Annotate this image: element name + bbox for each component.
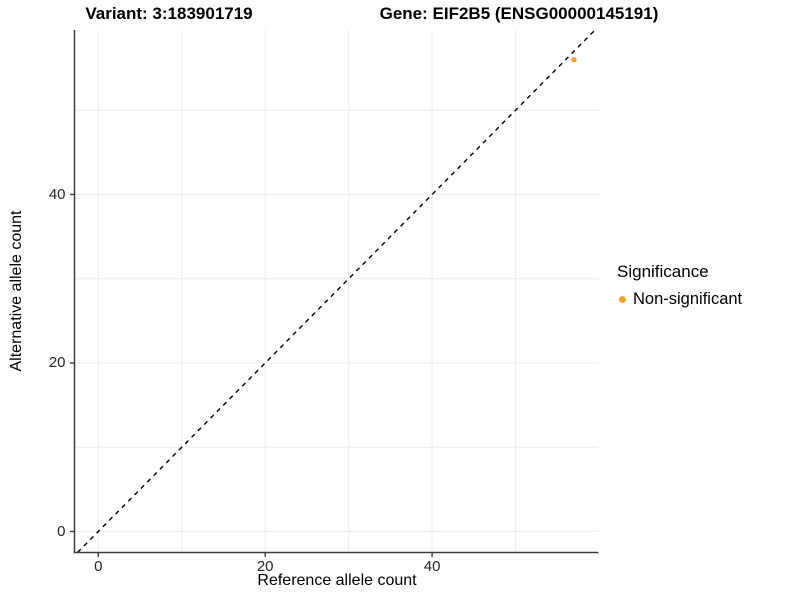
tick-marks	[70, 193, 433, 557]
gene-title: Gene: EIF2B5 (ENSG00000145191)	[379, 4, 659, 23]
identity-dashed-line	[76, 30, 597, 553]
legend-entry-label: Non-significant	[633, 290, 743, 308]
x-axis-title: Reference allele count	[257, 572, 417, 589]
legend-title: Significance	[617, 262, 709, 281]
legend-entry: Non-significant	[617, 290, 742, 309]
axis-lines	[73, 30, 599, 554]
legend: Significance Non-significant	[617, 262, 742, 309]
legend-point-icon	[619, 296, 626, 303]
gridlines	[74, 30, 599, 553]
data-point	[571, 57, 577, 63]
variant-title: Variant: 3:183901719	[85, 4, 253, 23]
